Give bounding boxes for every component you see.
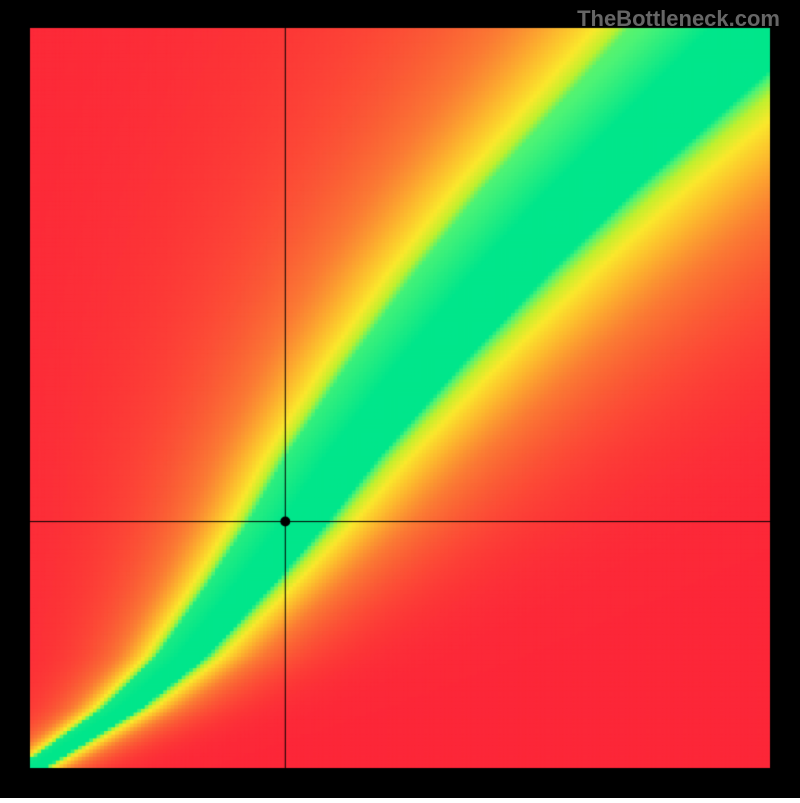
watermark-text: TheBottleneck.com [577, 6, 780, 32]
bottleneck-chart: TheBottleneck.com [0, 0, 800, 803]
heatmap-canvas [0, 0, 800, 798]
